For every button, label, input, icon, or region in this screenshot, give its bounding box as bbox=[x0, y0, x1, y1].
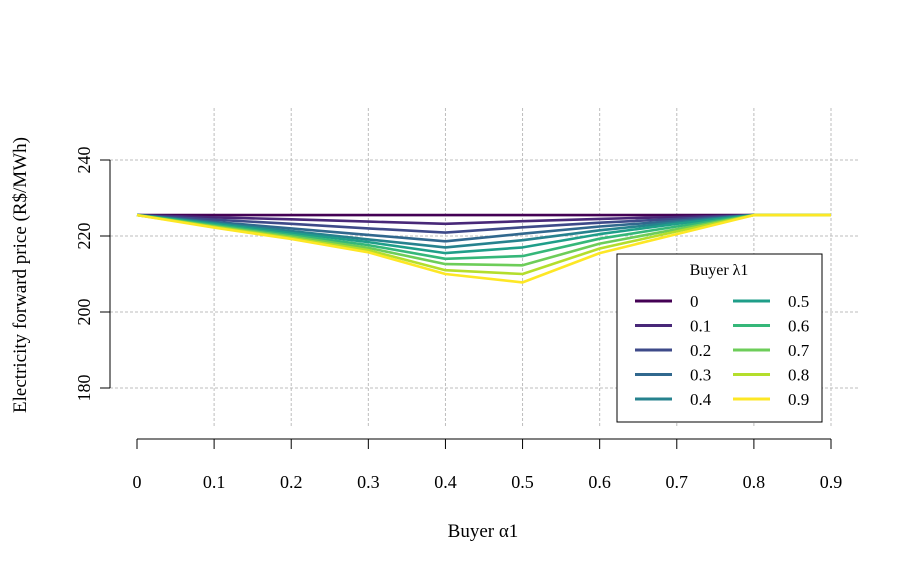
x-tick-label: 0.1 bbox=[203, 472, 226, 492]
legend-items: 0 0.1 0.2 0.3 0.4 0.5 0.6 0.7 0.8 0.9 bbox=[635, 292, 810, 409]
x-tick-label: 0.7 bbox=[666, 472, 689, 492]
legend-label: 0 bbox=[690, 292, 699, 311]
legend-label: 0.1 bbox=[690, 317, 711, 336]
legend-box bbox=[616, 253, 823, 423]
legend-label: 0.4 bbox=[690, 390, 712, 409]
x-tick-label: 0.8 bbox=[743, 472, 766, 492]
series-line-0-5 bbox=[136, 213, 831, 255]
y-tick-label: 200 bbox=[74, 299, 94, 326]
x-tick-label: 0.9 bbox=[820, 472, 843, 492]
y-tick-label: 180 bbox=[74, 375, 94, 402]
legend-label: 0.8 bbox=[788, 366, 809, 385]
x-axis: 0 0.1 0.2 0.3 0.4 0.5 0.6 0.7 0.8 0.9 bbox=[133, 438, 843, 492]
x-tick-label: 0.4 bbox=[434, 472, 457, 492]
x-tick-label: 0.6 bbox=[588, 472, 611, 492]
legend-label: 0.7 bbox=[788, 341, 810, 360]
x-axis-label: Buyer α1 bbox=[448, 521, 519, 542]
legend-label: 0.9 bbox=[788, 390, 809, 409]
legend-label: 0.3 bbox=[690, 366, 711, 385]
legend-label: 0.2 bbox=[690, 341, 711, 360]
y-tick-label: 220 bbox=[74, 223, 94, 250]
x-tick-label: 0 bbox=[133, 472, 142, 492]
legend-title: Buyer λ1 bbox=[690, 262, 749, 279]
legend-label: 0.6 bbox=[788, 317, 809, 336]
legend: Buyer λ1 0 0.1 0.2 0.3 0.4 0.5 0.6 0.7 0.8 0.9 bbox=[616, 253, 823, 423]
series-lines bbox=[136, 213, 831, 284]
y-axis: 180 200 220 240 bbox=[74, 147, 111, 402]
series-line-0-9 bbox=[136, 213, 831, 284]
x-tick-label: 0.5 bbox=[511, 472, 534, 492]
y-tick-label: 240 bbox=[74, 147, 94, 174]
x-tick-label: 0.2 bbox=[280, 472, 303, 492]
legend-label: 0.5 bbox=[788, 292, 809, 311]
x-tick-label: 0.3 bbox=[357, 472, 380, 492]
y-axis-label: Electricity forward price (R$/MWh) bbox=[10, 137, 31, 413]
